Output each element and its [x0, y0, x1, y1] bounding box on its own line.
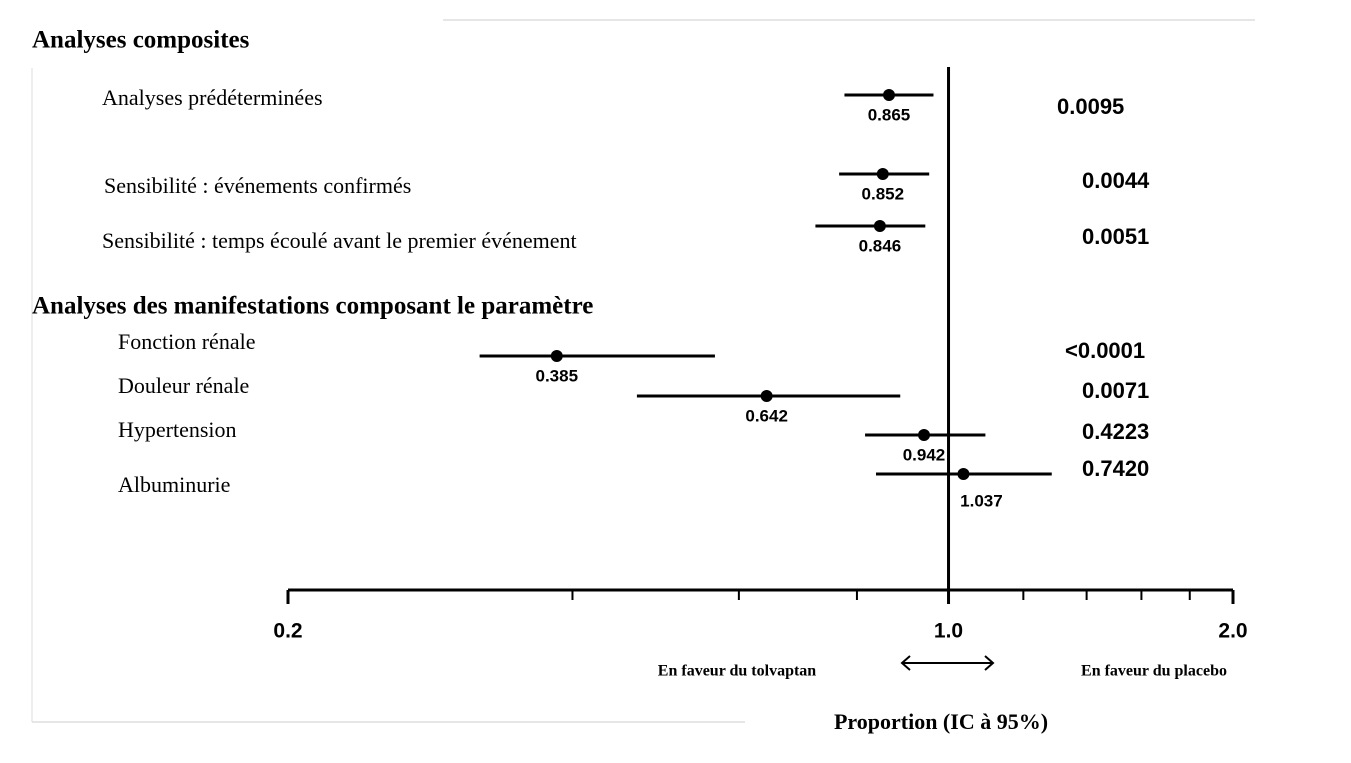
- row-label: Analyses prédéterminées: [102, 85, 323, 110]
- section-title: Analyses des manifestations composant le…: [32, 293, 593, 320]
- estimate-point: [883, 89, 896, 101]
- estimate-label: 0.385: [536, 366, 579, 385]
- estimate-point: [873, 220, 886, 232]
- estimate-point: [957, 468, 970, 480]
- row-label: Hypertension: [118, 417, 237, 442]
- estimate-point: [550, 350, 563, 362]
- estimate-label: 0.942: [903, 445, 946, 464]
- right-note: En faveur du placebo: [1081, 663, 1227, 680]
- estimate-label: 0.865: [868, 105, 911, 124]
- p-value: 0.0095: [1057, 94, 1124, 119]
- p-value: 0.4223: [1082, 419, 1149, 444]
- x-tick-label: 1.0: [934, 620, 963, 643]
- estimate-point: [760, 390, 773, 402]
- p-value: 0.0044: [1082, 168, 1150, 193]
- p-value: <0.0001: [1065, 338, 1145, 363]
- row-label: Douleur rénale: [118, 373, 249, 398]
- x-axis-label: Proportion (IC à 95%): [834, 709, 1048, 734]
- p-value: 0.0071: [1082, 378, 1149, 403]
- row-label: Sensibilité : temps écoulé avant le prem…: [102, 228, 577, 253]
- estimate-point: [876, 168, 889, 180]
- row-label: Sensibilité : événements confirmés: [104, 173, 411, 198]
- estimate-label: 0.852: [862, 184, 905, 203]
- row-label: Albuminurie: [118, 472, 230, 497]
- row-label: Fonction rénale: [118, 329, 255, 354]
- x-tick-label: 2.0: [1218, 620, 1247, 643]
- estimate-label: 0.642: [745, 406, 788, 425]
- p-value: 0.7420: [1082, 456, 1149, 481]
- section-title: Analyses composites: [32, 27, 250, 54]
- direction-arrow: [900, 655, 995, 671]
- left-note: En faveur du tolvaptan: [658, 663, 817, 680]
- x-tick-label: 0.2: [273, 620, 302, 643]
- p-value: 0.0051: [1082, 224, 1149, 249]
- estimate-point: [918, 429, 931, 441]
- estimate-label: 0.846: [859, 236, 902, 255]
- estimate-label: 1.037: [960, 491, 1003, 510]
